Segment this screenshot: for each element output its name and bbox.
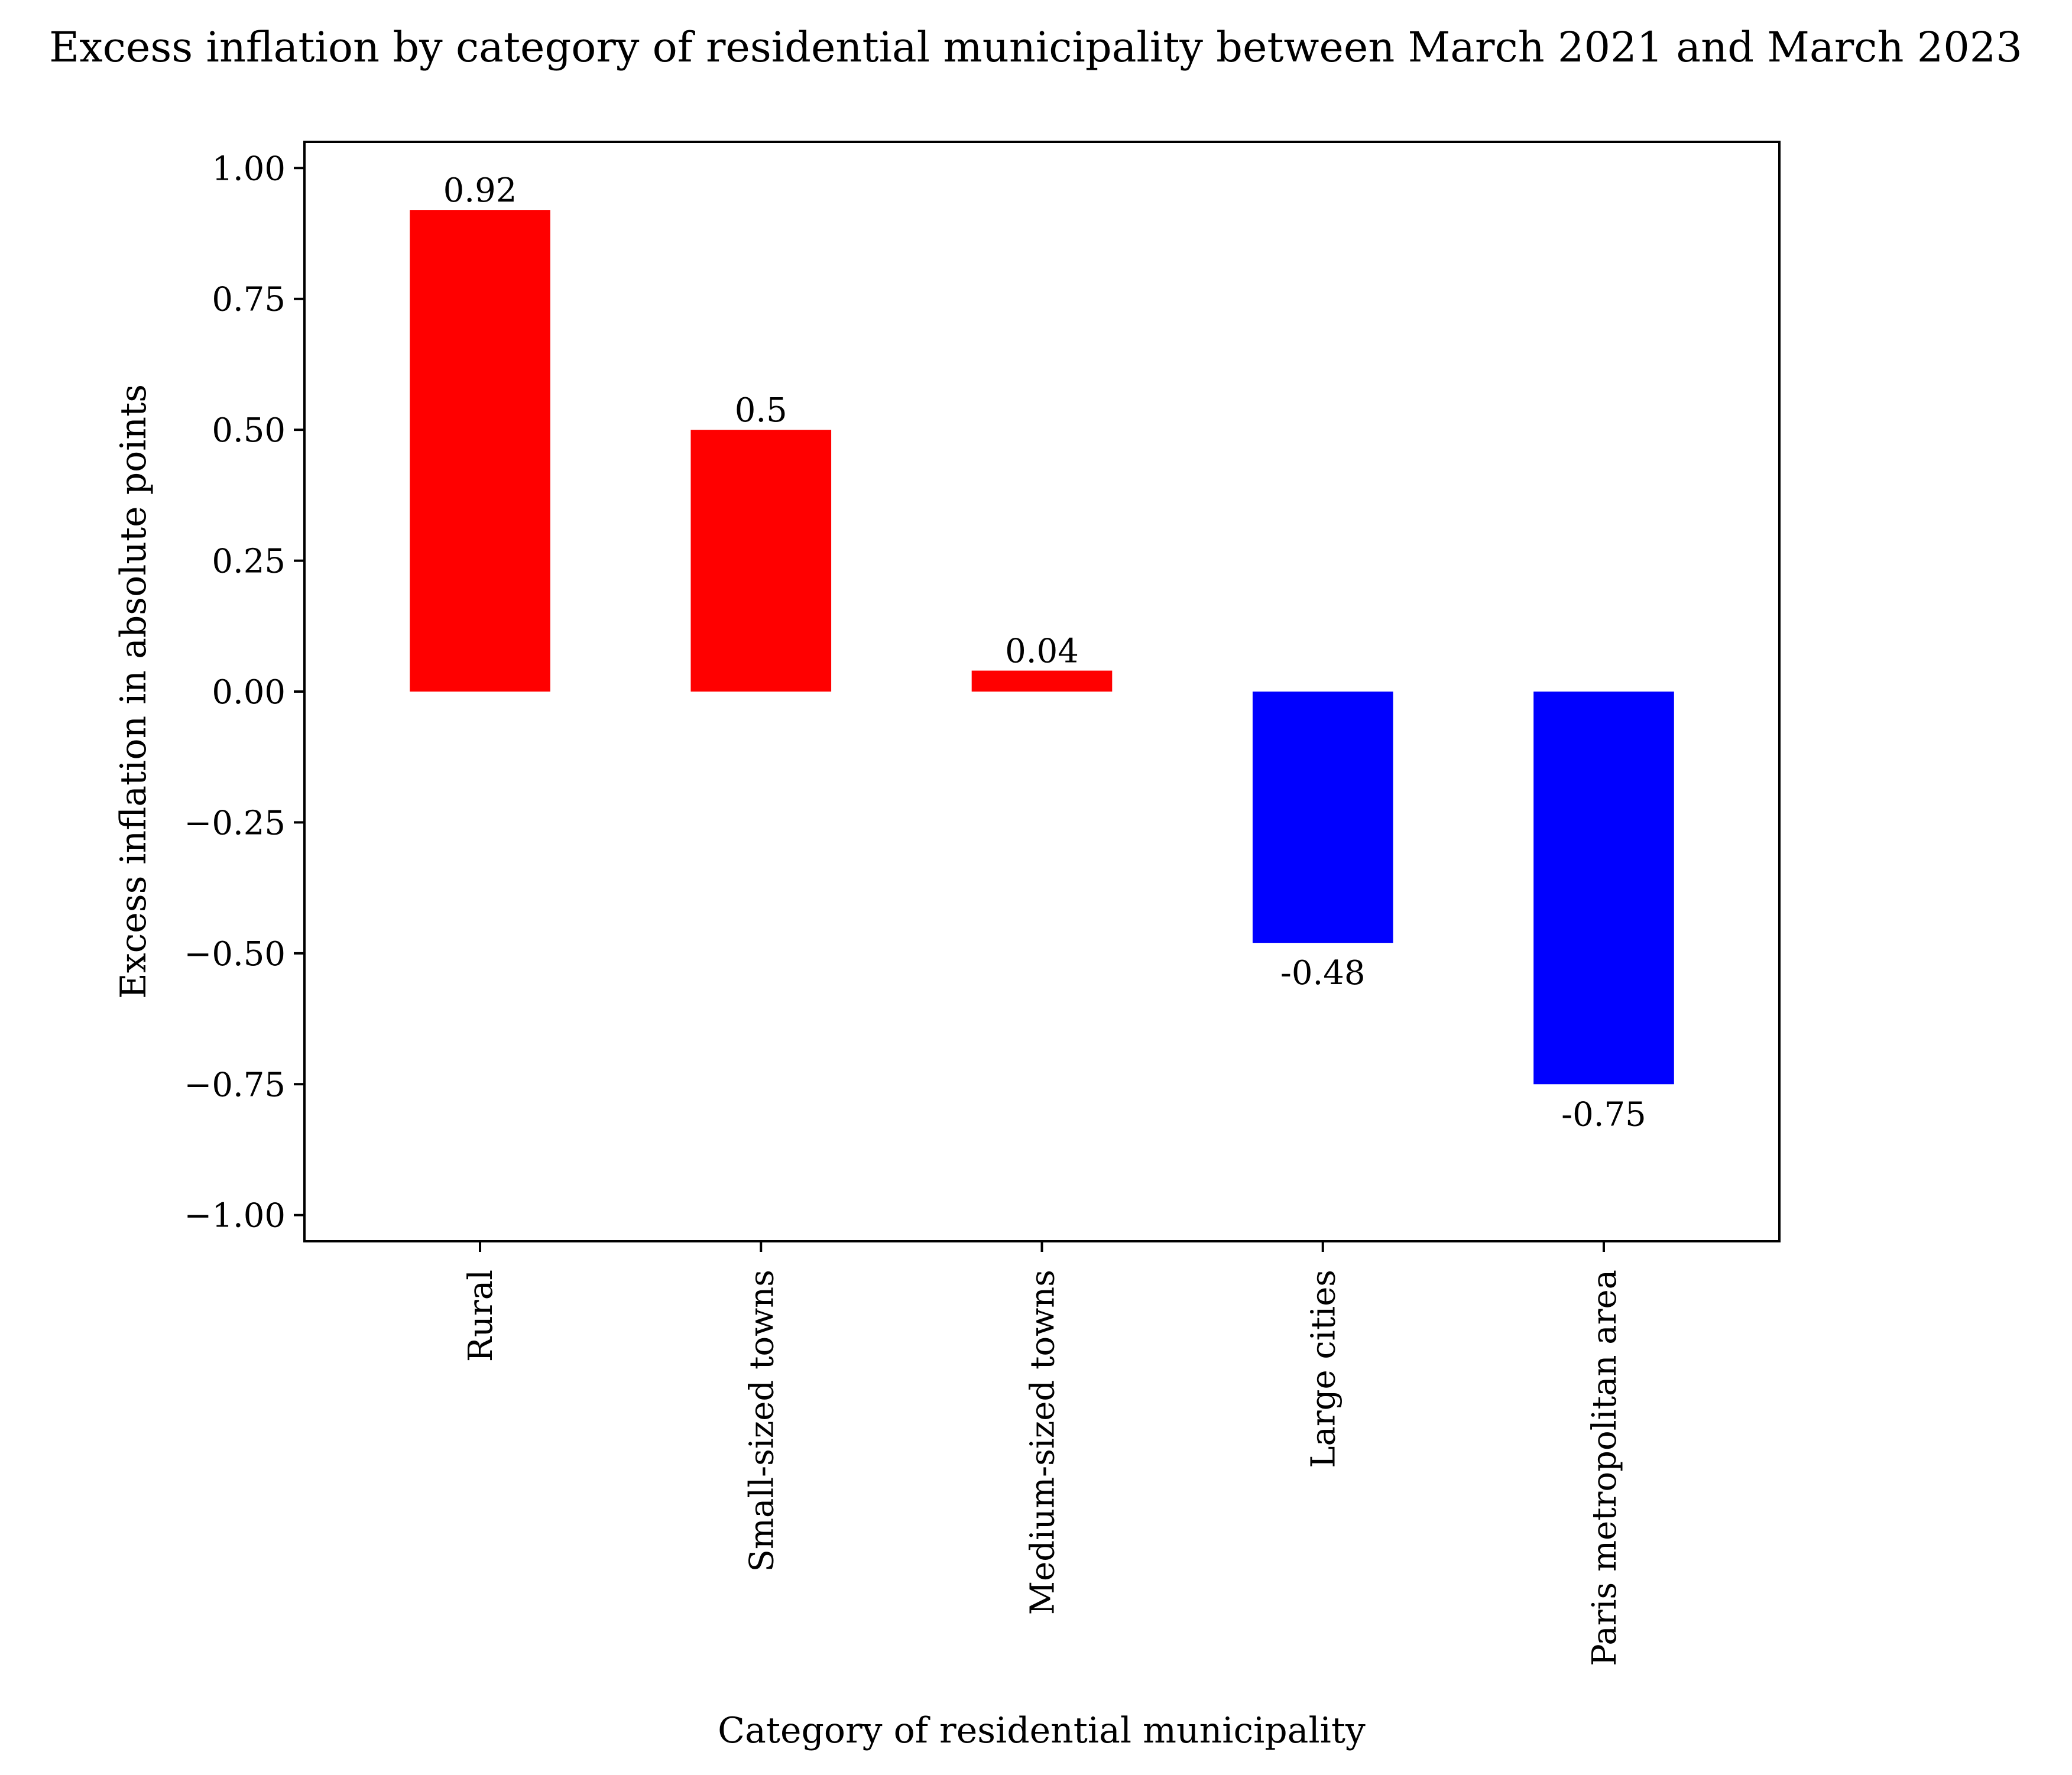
x-axis-label: Category of residential municipality bbox=[718, 1710, 1366, 1751]
y-tick-label-6: −0.50 bbox=[184, 935, 286, 974]
y-tick-label-3: 0.25 bbox=[212, 543, 286, 581]
y-tick-label-5: −0.25 bbox=[184, 804, 286, 842]
chart-title: Excess inflation by category of resident… bbox=[49, 23, 2022, 72]
y-tick-label-1: 0.75 bbox=[212, 281, 286, 319]
plot-area: 0.92 0.5 0.04 -0.48 -0.75 1.00 0.75 0.50 0.25 0.… bbox=[184, 141, 1781, 1666]
data-label-1: 0.5 bbox=[735, 391, 787, 430]
bar-0 bbox=[410, 210, 550, 692]
y-tick-label-7: −0.75 bbox=[184, 1066, 286, 1104]
x-tick-label-1: Small-sized towns bbox=[742, 1270, 781, 1572]
x-tick-label-0: Rural bbox=[462, 1270, 500, 1362]
x-tick-label-4: Paris metropolitan area bbox=[1585, 1270, 1624, 1666]
x-axis-ticks: Rural Small-sized towns Medium-sized towns… bbox=[462, 1241, 1624, 1666]
bars-group bbox=[410, 210, 1674, 1085]
data-label-3: -0.48 bbox=[1280, 954, 1366, 992]
bar-3 bbox=[1252, 692, 1393, 943]
x-tick-label-2: Medium-sized towns bbox=[1024, 1270, 1062, 1615]
x-tick-label-3: Large cities bbox=[1305, 1270, 1343, 1468]
bar-labels-group: 0.92 0.5 0.04 -0.48 -0.75 bbox=[443, 171, 1646, 1134]
bar-2 bbox=[971, 670, 1113, 692]
data-label-4: -0.75 bbox=[1561, 1095, 1646, 1134]
y-tick-label-2: 0.50 bbox=[212, 411, 286, 450]
data-label-0: 0.92 bbox=[443, 171, 517, 210]
y-axis-ticks: 1.00 0.75 0.50 0.25 0.00 −0.25 −0.50 −0.75 −1.00 bbox=[184, 150, 304, 1235]
bar-1 bbox=[690, 430, 832, 692]
y-tick-label-4: 0.00 bbox=[212, 673, 286, 712]
y-axis-label: Excess inflation in absolute points bbox=[113, 384, 154, 999]
data-label-2: 0.04 bbox=[1005, 632, 1079, 671]
y-tick-label-8: −1.00 bbox=[184, 1197, 286, 1235]
y-tick-label-0: 1.00 bbox=[212, 150, 286, 188]
bar-4 bbox=[1533, 692, 1674, 1085]
